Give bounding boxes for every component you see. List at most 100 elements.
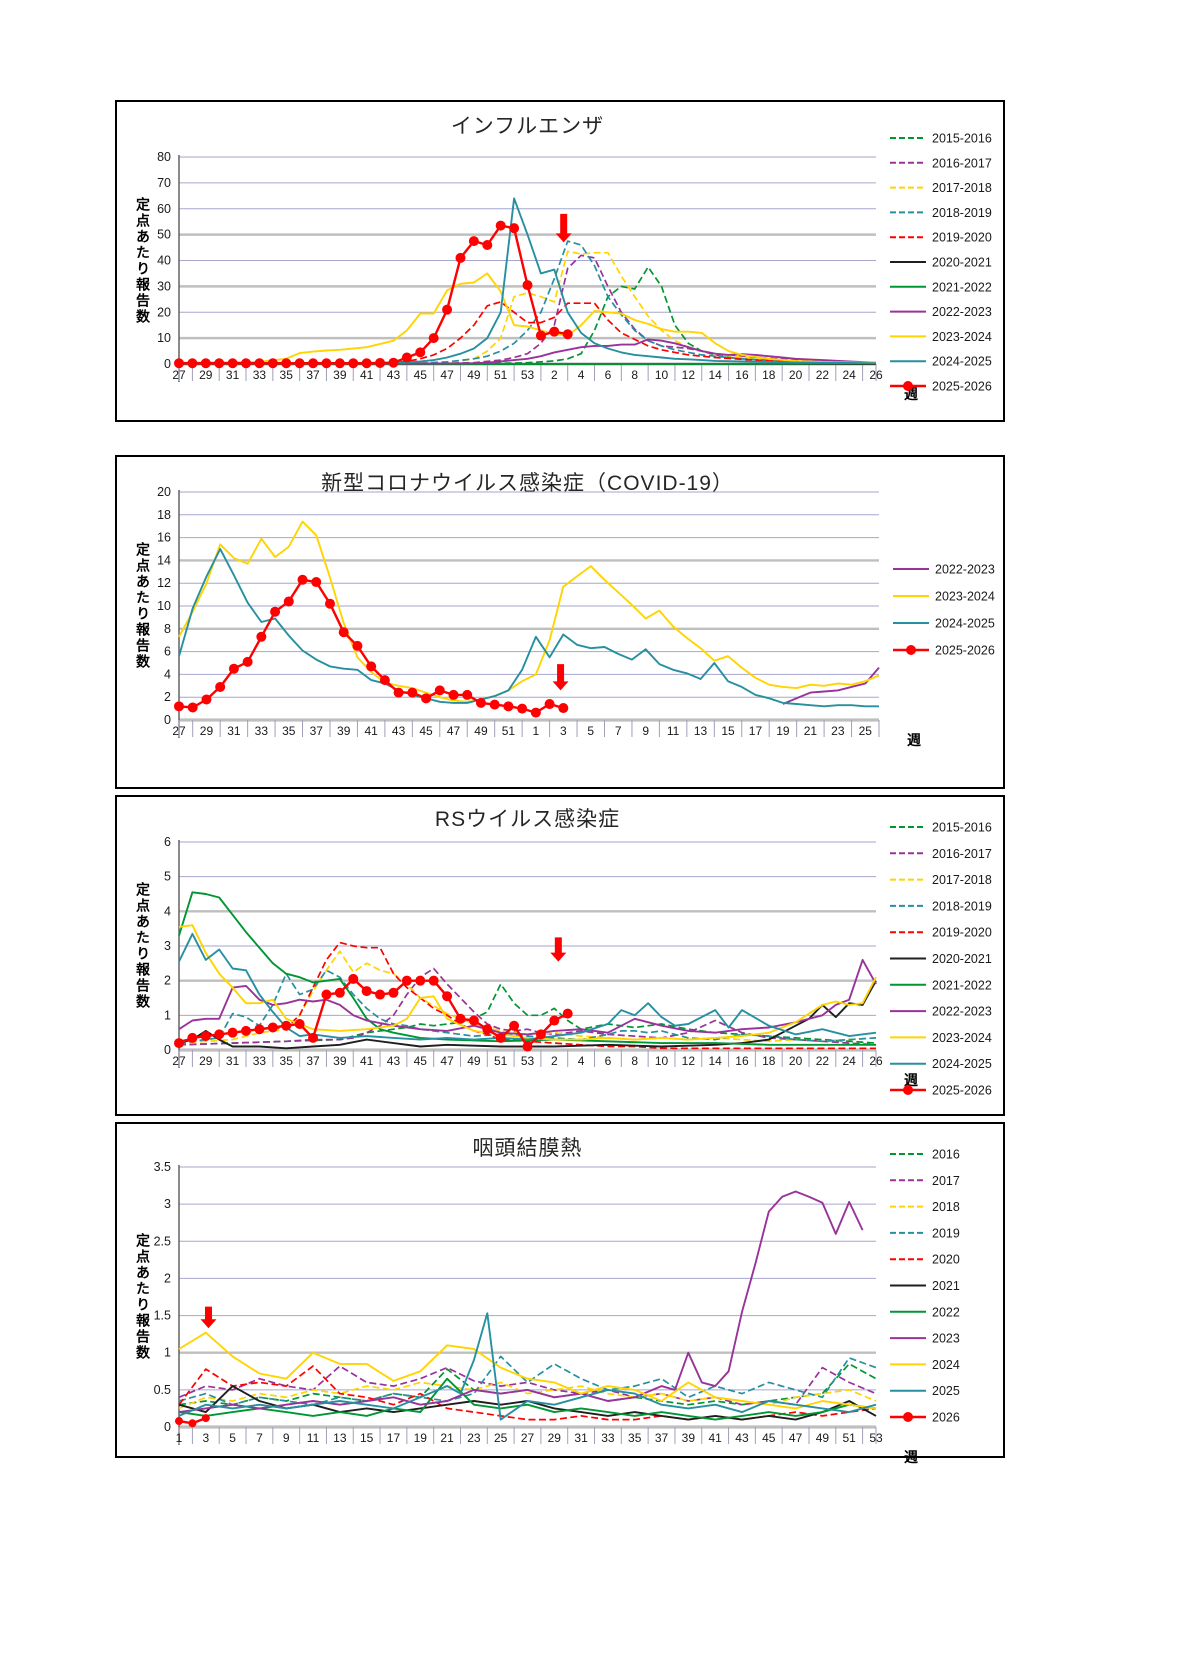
series-2025-2026-marker xyxy=(375,357,386,368)
y-tick-label: 0.5 xyxy=(154,1383,171,1397)
x-tick-label: 37 xyxy=(306,1054,320,1068)
x-tick-label: 5 xyxy=(587,724,594,738)
series-2025-2026-marker xyxy=(495,1032,506,1043)
series-2023-2024 xyxy=(178,520,880,703)
x-tick-label: 20 xyxy=(789,368,803,382)
series-2025-2026-marker xyxy=(297,574,308,585)
series-2025-2026-marker xyxy=(415,975,426,986)
series-2025-2026-marker xyxy=(334,358,345,369)
x-tick-label: 43 xyxy=(387,368,401,382)
series-2025-2026-marker xyxy=(227,358,238,369)
legend-label: 2024 xyxy=(932,1358,960,1372)
x-tick-label: 14 xyxy=(708,368,722,382)
y-tick-label: 2 xyxy=(164,974,171,988)
x-tick-label: 27 xyxy=(172,724,186,738)
series-2025-2026-marker xyxy=(361,358,372,369)
series-2025-2026-marker xyxy=(215,681,226,692)
series-2025-2026-marker xyxy=(562,329,573,340)
legend-label: 2022-2023 xyxy=(932,305,992,319)
legend-item-2022-2023: 2022-2023 xyxy=(893,563,995,577)
legend-item-2021-2022: 2021-2022 xyxy=(890,978,992,992)
series-2025-2026-marker xyxy=(401,352,412,363)
x-tick-label: 41 xyxy=(360,368,374,382)
latest-week-arrow xyxy=(552,664,569,691)
legend-item-2025: 2025 xyxy=(890,1384,960,1398)
series-2025-2026-marker xyxy=(352,640,363,651)
series-2025-2026-marker xyxy=(267,358,278,369)
series-2025-2026-marker xyxy=(254,1024,265,1035)
x-tick-label: 17 xyxy=(387,1431,401,1445)
x-tick-label: 37 xyxy=(306,368,320,382)
series-2024-2025 xyxy=(179,197,877,365)
legend-item-2023-2024: 2023-2024 xyxy=(893,590,995,604)
legend-item-2016-2017: 2016-2017 xyxy=(890,156,992,170)
x-tick-label: 35 xyxy=(280,1054,294,1068)
legend-label: 2022-2023 xyxy=(932,1005,992,1019)
legend-label: 2022 xyxy=(932,1305,960,1319)
x-tick-label: 49 xyxy=(816,1431,830,1445)
y-tick-label: 2 xyxy=(164,690,171,704)
legend-label: 2023-2024 xyxy=(935,590,995,604)
legend-item-2020-2021: 2020-2021 xyxy=(890,256,992,270)
legend-item-2023: 2023 xyxy=(890,1332,960,1346)
series-2025-2026-marker xyxy=(558,703,569,714)
x-tick-label: 11 xyxy=(667,724,680,738)
rsv-chart-canvas: 0 1 2 3 4 5 6 27 29 31 33 35 37 39 41 43 45 47 49 51 53 2 4 6 8 1… xyxy=(117,797,999,1119)
series-2025-2026-marker xyxy=(407,687,418,698)
x-tick-label: 8 xyxy=(631,1054,638,1068)
series-2025-2026-marker xyxy=(475,697,486,708)
y-tick-label: 60 xyxy=(157,202,171,216)
x-tick-label: 45 xyxy=(414,1054,428,1068)
x-tick-label: 51 xyxy=(494,1054,508,1068)
series-2025-2026-marker xyxy=(361,986,372,997)
legend-item-2023-2024: 2023-2024 xyxy=(890,330,992,344)
x-tick-label: 49 xyxy=(467,368,481,382)
x-tick-label: 47 xyxy=(789,1431,803,1445)
x-tick-label: 5 xyxy=(229,1431,236,1445)
legend-marker-sample xyxy=(903,1412,913,1422)
x-tick-label: 24 xyxy=(843,368,857,382)
series-2021-2022 xyxy=(178,891,876,1046)
series-2025-2026-marker xyxy=(468,236,479,247)
legend-label: 2023-2024 xyxy=(932,330,992,344)
series-2025-2026-marker xyxy=(421,693,432,704)
x-tick-label: 9 xyxy=(283,1431,290,1445)
series-2025-2026-marker xyxy=(434,685,445,696)
x-tick-label: 16 xyxy=(735,1054,749,1068)
y-axis-label: 定点あたり報告数 xyxy=(135,882,151,1010)
series-2025-2026-marker xyxy=(324,598,335,609)
x-tick-label: 43 xyxy=(392,724,406,738)
x-tick-label: 23 xyxy=(831,724,845,738)
x-tick-label: 3 xyxy=(560,724,567,738)
x-tick-label: 39 xyxy=(333,1054,347,1068)
series-2025-2026-marker xyxy=(503,701,514,712)
y-axis-label: 定点あたり報告数 xyxy=(135,196,151,325)
x-tick-label: 19 xyxy=(776,724,790,738)
x-tick-label: 35 xyxy=(280,368,294,382)
series-2025-2026-marker xyxy=(321,989,332,1000)
x-tick-label: 31 xyxy=(226,368,240,382)
y-tick-label: 5 xyxy=(164,870,171,884)
series-2025-2026-marker xyxy=(174,1038,184,1049)
series-2025-2026-marker xyxy=(214,1029,225,1040)
legend-label: 2016-2017 xyxy=(932,156,992,170)
legend-item-2024-2025: 2024-2025 xyxy=(893,617,995,631)
legend-item-2020: 2020 xyxy=(890,1253,960,1267)
series-2022 xyxy=(178,1377,877,1421)
influenza-svg: 0 10 20 30 40 50 60 70 80 27 29 31 33 35 37 39 41 43 45 47 4… xyxy=(157,132,992,394)
x-tick-label: 3 xyxy=(202,1431,209,1445)
x-tick-label: 53 xyxy=(869,1431,883,1445)
legend-item-2019-2020: 2019-2020 xyxy=(890,926,992,940)
x-tick-label: 14 xyxy=(708,1054,722,1068)
y-tick-label: 0 xyxy=(164,1420,171,1434)
x-tick-label: 25 xyxy=(859,724,873,738)
series-2025-2026-marker xyxy=(187,702,198,713)
y-tick-label: 0 xyxy=(164,1043,171,1057)
series-2023 xyxy=(178,1190,864,1414)
series-2025-2026-marker xyxy=(388,357,399,368)
series-2025-2026-marker xyxy=(267,1022,278,1033)
y-tick-label: 6 xyxy=(164,835,171,849)
legend-label: 2023-2024 xyxy=(932,1031,992,1045)
y-tick-label: 20 xyxy=(157,485,171,499)
x-tick-label: 35 xyxy=(282,724,296,738)
